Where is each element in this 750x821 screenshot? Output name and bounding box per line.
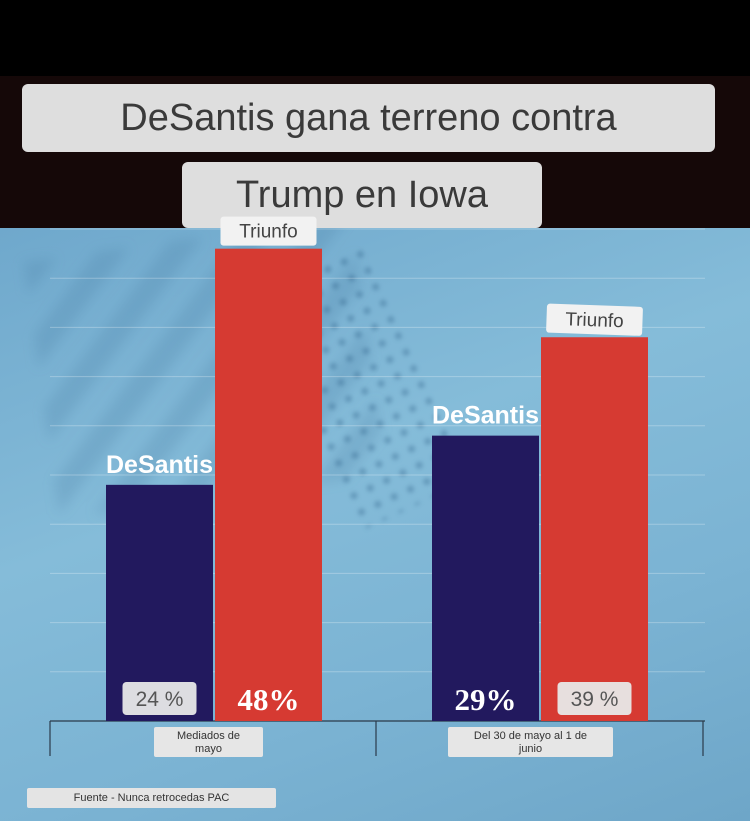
series-label-text: Triunfo	[565, 309, 624, 332]
value-label: 24 %	[136, 688, 184, 711]
value-label: 29%	[455, 682, 517, 717]
series-label-desantis: DeSantis	[432, 402, 539, 430]
series-label-triunfo: Triunfo	[221, 217, 317, 246]
value-label: 48%	[238, 682, 300, 717]
bar-triunfo-0	[215, 249, 322, 721]
series-label-desantis: DeSantis	[106, 451, 213, 479]
bar-desantis-1	[432, 436, 539, 721]
bar-triunfo-1	[541, 337, 648, 721]
series-label-triunfo: Triunfo	[546, 304, 643, 336]
source-note: Fuente - Nunca retrocedas PAC	[27, 788, 276, 808]
value-label: 39 %	[571, 688, 619, 711]
series-label-text: Triunfo	[239, 222, 297, 243]
